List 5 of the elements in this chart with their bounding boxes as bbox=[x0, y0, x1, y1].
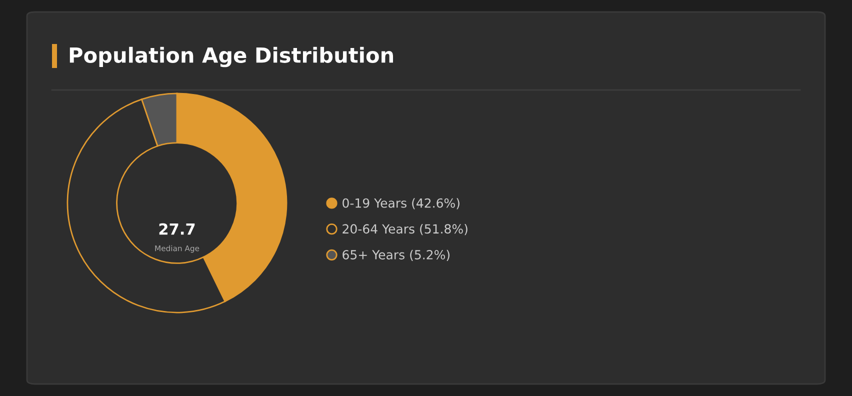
chart-title: Population Age Distribution bbox=[70, 46, 394, 68]
legend-label: 0-19 Years (42.6%) bbox=[342, 198, 460, 210]
legend-label: 20-64 Years (51.8%) bbox=[342, 224, 468, 236]
legend-label: 65+ Years (5.2%) bbox=[342, 250, 450, 261]
text: 27.7 bbox=[159, 223, 195, 235]
